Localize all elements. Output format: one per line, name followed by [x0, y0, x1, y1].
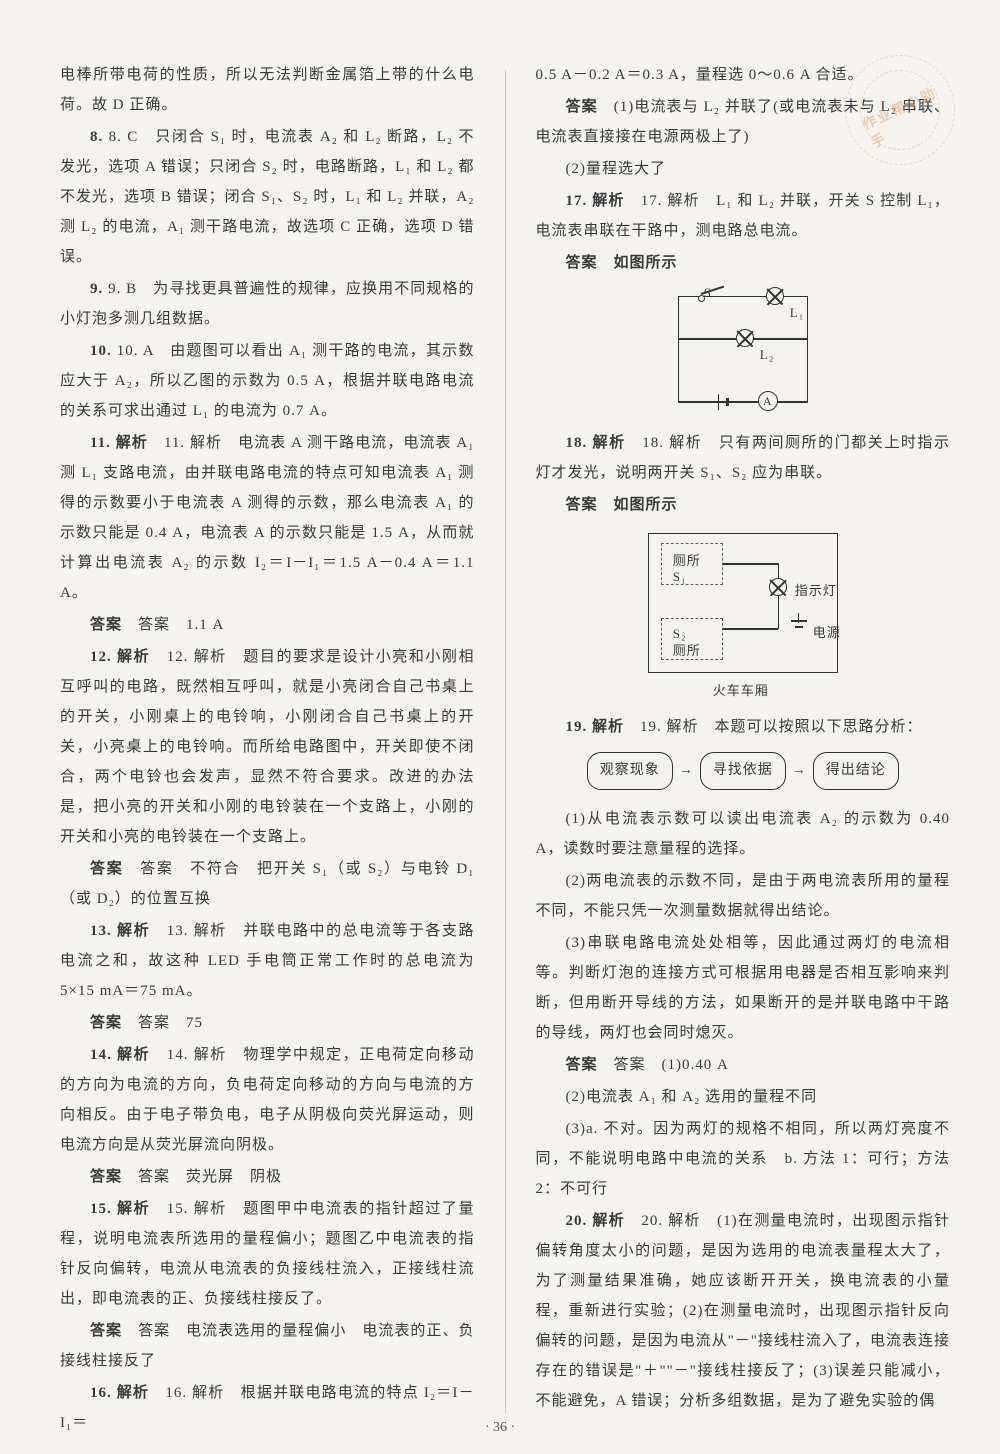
body-text: 13. 解析 13. 解析 并联电路中的总电流等于各支路电流之和，故这种 LED… [60, 916, 475, 1006]
body-text: 10. 10. A 由题图可以看出 A₁ 测干路的电流，其示数应大于 A₂，所以… [60, 336, 475, 426]
left-column: 电棒所带电荷的性质，所以无法判断金属箔上带的什么电荷。故 D 正确。 8. 8.… [60, 60, 475, 1424]
answer-text: 答案 如图所示 [536, 248, 951, 278]
answer-text: 答案 答案 电流表选用的量程偏小 电流表的正、负接线柱接反了 [60, 1316, 475, 1376]
flow-node: 寻找依据 [700, 752, 786, 790]
lamp-icon [766, 287, 784, 305]
ammeter-icon: A [758, 391, 778, 411]
body-text: 12. 解析 12. 解析 题目的要求是设计小亮和小刚相互呼叫的电路，既然相互呼… [60, 642, 475, 852]
body-text: 20. 解析 20. 解析 (1)在测量电流时，出现图示指针偏转角度太小的问题，… [536, 1206, 951, 1416]
body-text: 17. 解析 17. 解析 L₁ 和 L₂ 并联，开关 S 控制 L₁，电流表串… [536, 186, 951, 246]
answer-text: 答案 答案 荧光屏 阴极 [60, 1162, 475, 1192]
flow-diagram-19: 观察现象 → 寻找依据 → 得出结论 [536, 752, 951, 790]
flow-node: 观察现象 [587, 752, 673, 790]
watermark: 作业帮小助手 [845, 55, 955, 165]
body-text: (3)串联电路电流处处相等，因此通过两灯的电流相等。判断灯泡的连接方式可根据用电… [536, 928, 951, 1048]
indicator-lamp-icon [769, 578, 787, 596]
arrow-icon: → [792, 757, 807, 785]
arrow-icon: → [679, 757, 694, 785]
body-text: (2)两电流表的示数不同，是由于两电流表所用的量程不同，不能只凭一次测量数据就得… [536, 866, 951, 926]
body-text: 8. 8. C 只闭合 S₁ 时，电流表 A₂ 和 L₂ 断路，L₂ 不发光，选… [60, 122, 475, 272]
answer-text: 答案 答案 (1)0.40 A [536, 1050, 951, 1080]
body-text: (3)a. 不对。因为两灯的规格不相同，所以两灯亮度不同，不能说明电路中电流的关… [536, 1114, 951, 1204]
page-container: 电棒所带电荷的性质，所以无法判断金属箔上带的什么电荷。故 D 正确。 8. 8.… [0, 0, 1000, 1454]
body-text: 16. 解析 16. 解析 根据并联电路电流的特点 I₂＝I－I₁＝ [60, 1378, 475, 1438]
label: L₁ [790, 300, 804, 326]
caption: 火车车厢 [713, 678, 769, 704]
body-text: 18. 解析 18. 解析 只有两间厕所的门都关上时指示灯才发光，说明两开关 S… [536, 428, 951, 488]
body-text: (2)电流表 A₁ 和 A₂ 选用的量程不同 [536, 1082, 951, 1112]
body-text: 15. 解析 15. 解析 题图甲中电流表的指针超过了量程，说明电流表所选用的量… [60, 1194, 475, 1314]
circuit-diagram-18: 厕所 S₁ S₂ 厕所 指示灯 电源 火车车厢 [623, 528, 863, 708]
body-text: 9. 9. B 为寻找更具普遍性的规律，应换用不同规格的小灯泡多测几组数据。 [60, 274, 475, 334]
flow-node: 得出结论 [813, 752, 899, 790]
ground-icon [798, 613, 800, 623]
column-divider [505, 70, 506, 1414]
label: S [704, 280, 712, 306]
label: 厕所 [673, 638, 701, 664]
answer-text: 答案 答案 1.1 A [60, 610, 475, 640]
lamp-icon [736, 329, 754, 347]
body-text: 11. 解析 11. 解析 电流表 A 测干路电流，电流表 A₁ 测 L₁ 支路… [60, 428, 475, 608]
body-text: 14. 解析 14. 解析 物理学中规定，正电荷定向移动的方向为电流的方向，负电… [60, 1040, 475, 1160]
answer-text: 答案 如图所示 [536, 490, 951, 520]
page-number: · 36 · [485, 1420, 515, 1436]
body-text: 电棒所带电荷的性质，所以无法判断金属箔上带的什么电荷。故 D 正确。 [60, 60, 475, 120]
label: 指示灯 [795, 578, 837, 604]
body-text: 19. 解析 19. 解析 本题可以按照以下思路分析： [536, 712, 951, 742]
label: 电源 [813, 620, 841, 646]
label: L₂ [760, 342, 774, 368]
body-text: (1)从电流表示数可以读出电流表 A₂ 的示数为 0.40 A，读数时要注意量程… [536, 804, 951, 864]
circuit-diagram-17: S L₁ L₂ A [658, 286, 828, 416]
answer-text: 答案 答案 不符合 把开关 S₁（或 S₂）与电铃 D₁（或 D₂）的位置互换 [60, 854, 475, 914]
right-column: 0.5 A－0.2 A＝0.3 A，量程选 0～0.6 A 合适。 答案 (1)… [536, 60, 951, 1424]
answer-text: 答案 答案 75 [60, 1008, 475, 1038]
label: S₁ [673, 564, 687, 590]
